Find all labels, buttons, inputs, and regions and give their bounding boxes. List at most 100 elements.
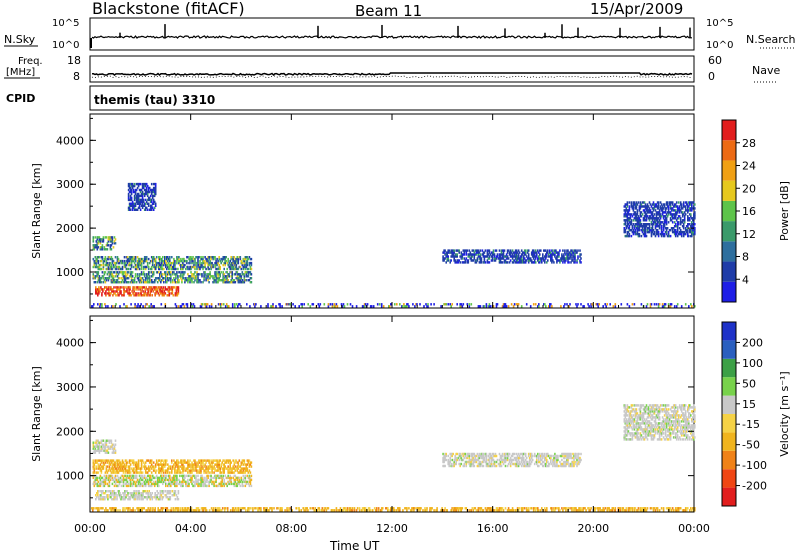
data-pixel (165, 490, 167, 492)
data-pixel (497, 253, 499, 255)
data-pixel (508, 257, 510, 259)
data-pixel (251, 268, 253, 270)
data-pixel (642, 213, 644, 215)
data-pixel (203, 477, 205, 479)
data-pixel (467, 249, 469, 251)
data-pixel (639, 233, 641, 235)
data-pixel (481, 257, 483, 259)
data-pixel (408, 305, 410, 307)
data-pixel (447, 303, 449, 305)
data-pixel (458, 249, 460, 251)
data-pixel (221, 303, 223, 305)
data-pixel (169, 256, 171, 258)
data-pixel (553, 261, 555, 263)
data-pixel (98, 260, 100, 262)
y-tick-label: 3000 (56, 178, 84, 191)
data-pixel (148, 266, 150, 268)
data-pixel (102, 271, 104, 273)
data-pixel (119, 277, 121, 279)
data-pixel (240, 485, 242, 487)
data-pixel (133, 490, 135, 492)
data-pixel (146, 303, 148, 305)
data-pixel (230, 461, 232, 463)
data-pixel (694, 207, 696, 209)
data-pixel (530, 305, 532, 307)
data-pixel (177, 275, 179, 277)
data-pixel (158, 485, 160, 487)
nave-label: Nave (752, 64, 780, 77)
data-pixel (251, 277, 253, 279)
data-pixel (134, 183, 136, 185)
data-pixel (102, 256, 104, 258)
data-pixel (169, 475, 171, 477)
search-tick-hi: 10^5 (706, 18, 733, 29)
data-pixel (577, 249, 579, 251)
data-pixel (130, 463, 132, 465)
data-pixel (103, 236, 105, 238)
data-pixel (564, 303, 566, 305)
data-pixel (474, 465, 476, 467)
data-pixel (568, 261, 570, 263)
data-pixel (93, 442, 95, 444)
data-pixel (559, 249, 561, 251)
data-pixel (637, 209, 639, 211)
data-pixel (95, 281, 97, 283)
data-pixel (208, 281, 210, 283)
data-pixel (654, 303, 656, 305)
data-pixel (685, 303, 687, 305)
data-pixel (102, 244, 104, 246)
data-pixel (149, 275, 151, 277)
data-pixel (267, 303, 269, 305)
data-pixel (180, 471, 182, 473)
data-pixel (170, 271, 172, 273)
data-pixel (157, 492, 159, 494)
data-pixel (140, 183, 142, 185)
data-pixel (198, 483, 200, 485)
data-pixel (577, 303, 579, 305)
data-pixel (235, 281, 237, 283)
data-pixel (175, 498, 177, 500)
data-pixel (163, 268, 165, 270)
y-axis-label: Slant Range [km] (30, 163, 43, 259)
data-pixel (433, 303, 435, 305)
data-pixel (228, 305, 230, 307)
data-pixel (178, 498, 180, 500)
nave-line (92, 76, 692, 78)
data-pixel (176, 271, 178, 273)
data-pixel (486, 453, 488, 455)
freq-tick-hi: 18 (67, 54, 81, 67)
data-pixel (220, 271, 222, 273)
data-pixel (680, 217, 682, 219)
data-pixel (251, 258, 253, 260)
station-title: Blackstone (fitACF) (92, 0, 245, 18)
data-pixel (121, 485, 123, 487)
beam-title: Beam 11 (355, 2, 422, 20)
data-pixel (352, 305, 354, 307)
data-pixel (344, 305, 346, 307)
data-pixel (107, 305, 109, 307)
data-pixel (347, 303, 349, 305)
data-pixel (160, 490, 162, 492)
data-pixel (381, 303, 383, 305)
data-pixel (641, 235, 643, 237)
data-pixel (95, 236, 97, 238)
data-pixel (383, 305, 385, 307)
data-pixel (445, 459, 447, 461)
data-pixel (153, 271, 155, 273)
data-pixel (113, 286, 115, 288)
data-pixel (654, 231, 656, 233)
data-pixel (135, 273, 137, 275)
data-pixel (106, 236, 108, 238)
data-pixel (115, 475, 117, 477)
data-pixel (151, 459, 153, 461)
data-pixel (646, 235, 648, 237)
data-pixel (211, 303, 213, 305)
data-pixel (175, 490, 177, 492)
data-pixel (138, 459, 140, 461)
data-pixel (551, 305, 553, 307)
data-pixel (156, 256, 158, 258)
data-pixel (104, 496, 106, 498)
data-pixel (176, 305, 178, 307)
freq-unit-label: [MHz] (6, 67, 35, 78)
